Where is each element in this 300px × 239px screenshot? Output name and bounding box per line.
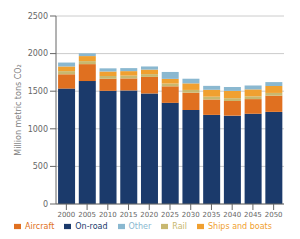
html-text:Other: Other <box>128 222 152 231</box>
svg-text:2000: 2000 <box>57 211 75 219</box>
svg-text:2005: 2005 <box>78 211 96 219</box>
svg-text:2500: 2500 <box>28 12 48 21</box>
svg-text:2045: 2045 <box>244 211 262 219</box>
html-text:Ships and boats: Ships and boats <box>208 222 272 231</box>
svg-text:0: 0 <box>43 200 48 209</box>
svg-text:2015: 2015 <box>120 211 138 219</box>
svg-text:Million metric tons CO₂: Million metric tons CO₂ <box>14 64 23 156</box>
svg-text:500: 500 <box>33 162 48 171</box>
svg-text:2010: 2010 <box>99 211 117 219</box>
svg-text:2040: 2040 <box>223 211 241 219</box>
html-text:Rail: Rail <box>172 222 187 231</box>
svg-text:1000: 1000 <box>28 125 48 134</box>
svg-text:2050: 2050 <box>265 211 283 219</box>
svg-text:2025: 2025 <box>161 211 179 219</box>
svg-text:2030: 2030 <box>182 211 200 219</box>
html-text:On-road: On-road <box>75 222 108 231</box>
svg-text:1500: 1500 <box>28 87 48 96</box>
svg-text:2000: 2000 <box>28 49 48 58</box>
svg-text:2020: 2020 <box>140 211 158 219</box>
svg-text:2035: 2035 <box>203 211 221 219</box>
html-text:Aircraft: Aircraft <box>25 222 55 231</box>
